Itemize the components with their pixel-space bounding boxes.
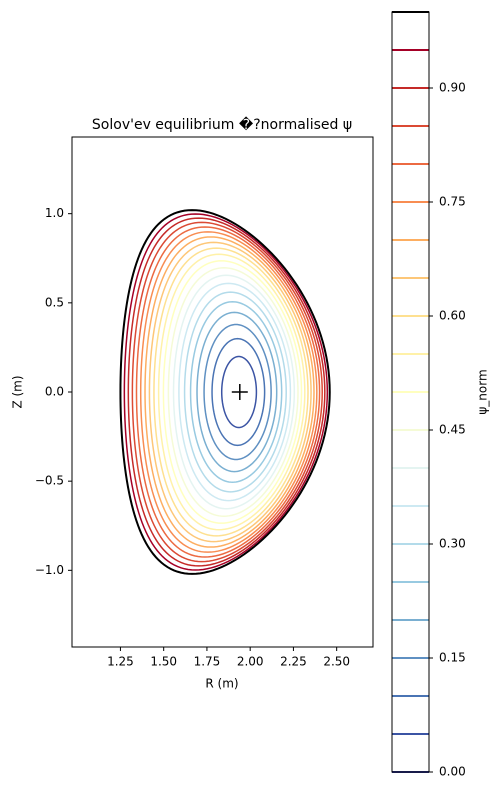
y-tick-label: 0.5 xyxy=(45,295,64,309)
colorbar-tick-label: 0.15 xyxy=(439,651,466,665)
x-tick-label: 2.50 xyxy=(323,655,350,669)
contour-line xyxy=(167,267,299,517)
x-tick-label: 1.50 xyxy=(150,655,177,669)
x-tick-label: 1.25 xyxy=(107,655,134,669)
contour-line xyxy=(131,221,323,563)
contour-line xyxy=(157,253,306,531)
colorbar-tick-label: 0.75 xyxy=(439,195,466,209)
x-tick-label: 2.00 xyxy=(237,655,264,669)
contour-line xyxy=(183,291,287,493)
contour-line xyxy=(220,355,258,429)
y-tick-label: 0.0 xyxy=(45,385,64,399)
x-axis-label: R (m) xyxy=(205,677,238,691)
contour-line xyxy=(189,301,283,483)
x-tick-label: 2.25 xyxy=(280,655,307,669)
contour-line xyxy=(162,260,303,524)
contour-line xyxy=(178,282,292,502)
contour-line xyxy=(144,236,315,548)
contour-line xyxy=(196,311,278,473)
contour-line xyxy=(127,217,326,567)
colorbar-tick-label: 0.00 xyxy=(439,765,466,779)
chart-title: Solov'ev equilibrium �?normalised ψ xyxy=(92,116,352,133)
contour-line xyxy=(203,323,272,461)
contour-line xyxy=(148,241,312,543)
y-axis-label: Z (m) xyxy=(11,375,25,408)
colorbar-tick-label: 0.60 xyxy=(439,309,466,323)
contour-line xyxy=(172,274,296,510)
y-tick-label: 1.0 xyxy=(45,206,64,220)
contour-line xyxy=(153,247,309,537)
y-tick-label: −0.5 xyxy=(35,474,64,488)
colorbar-tick-label: 0.90 xyxy=(439,81,466,95)
contour-line xyxy=(135,226,321,558)
y-tick-label: −1.0 xyxy=(35,563,64,577)
contour-line xyxy=(139,231,318,553)
contour-line xyxy=(211,337,266,447)
colorbar-label: ψ_norm xyxy=(476,369,490,414)
colorbar-tick-label: 0.45 xyxy=(439,423,466,437)
contour-line xyxy=(119,209,331,575)
contour-line xyxy=(123,213,329,571)
colorbar-frame xyxy=(391,11,430,773)
colorbar-tick-label: 0.30 xyxy=(439,537,466,551)
x-tick-label: 1.75 xyxy=(194,655,221,669)
